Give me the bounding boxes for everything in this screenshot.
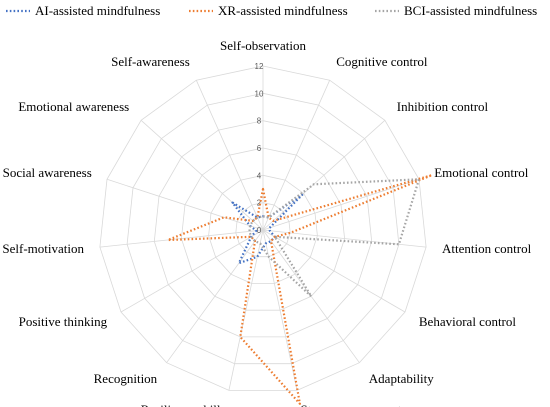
spoke-line bbox=[262, 229, 360, 363]
category-label: Emotional awareness bbox=[18, 99, 129, 114]
spoke-line bbox=[166, 229, 264, 363]
tick-label: 8 bbox=[257, 117, 262, 126]
legend-label: AI-assisted mindfulness bbox=[35, 3, 160, 18]
spoke-line bbox=[195, 80, 264, 231]
spoke-line bbox=[262, 229, 406, 313]
series-lines bbox=[166, 174, 434, 405]
radial-axis-ticks: 0 2 4 6 8 10 12 bbox=[255, 62, 264, 235]
spoke-line bbox=[262, 120, 386, 231]
grid-ring-8 bbox=[153, 120, 373, 338]
spoke-line bbox=[262, 229, 427, 248]
category-label: Social awareness bbox=[3, 165, 92, 180]
series-line bbox=[248, 178, 421, 298]
grid-ring-10 bbox=[126, 92, 400, 365]
series-line bbox=[166, 174, 434, 405]
legend-label: XR-assisted mindfulness bbox=[218, 3, 348, 18]
spoke-line bbox=[262, 80, 331, 231]
category-label: Behavioral control bbox=[419, 314, 516, 329]
category-label: Emotional control bbox=[434, 165, 529, 180]
grid-ring-2 bbox=[235, 202, 291, 258]
category-label: Inhibition control bbox=[397, 99, 489, 114]
tick-label: 2 bbox=[257, 199, 262, 208]
category-label: Self-observation bbox=[220, 38, 306, 53]
legend-label: BCI-assisted mindfulness bbox=[404, 3, 537, 18]
radar-grid bbox=[99, 65, 427, 391]
category-label: Attention control bbox=[442, 241, 532, 256]
spoke-line bbox=[106, 178, 264, 231]
legend: AI-assisted mindfulness XR-assisted mindf… bbox=[6, 3, 537, 18]
grid-ring-12 bbox=[99, 65, 427, 391]
tick-label: 6 bbox=[257, 144, 262, 153]
category-label: Recognition bbox=[94, 371, 158, 386]
grid-ring-4 bbox=[208, 174, 318, 284]
category-label: Cognitive control bbox=[336, 54, 428, 69]
category-label: Self-awareness bbox=[111, 54, 190, 69]
category-label: Resilience skills bbox=[141, 402, 226, 407]
category-label: Self-motivation bbox=[2, 241, 84, 256]
spoke-line bbox=[228, 229, 264, 391]
series-line bbox=[231, 192, 305, 265]
tick-label: 4 bbox=[257, 171, 262, 180]
spoke-line bbox=[120, 229, 264, 313]
category-labels: Self-observation Cognitive control Inhibit… bbox=[2, 38, 531, 407]
spoke-line bbox=[140, 120, 264, 231]
tick-label: 12 bbox=[255, 62, 264, 71]
tick-label: 0 bbox=[257, 226, 262, 235]
grid-ring-6 bbox=[180, 147, 346, 311]
spoke-line bbox=[262, 178, 420, 231]
tick-label: 10 bbox=[255, 89, 264, 98]
category-label: Stress management bbox=[300, 402, 401, 407]
category-label: Adaptability bbox=[369, 371, 434, 386]
category-label: Positive thinking bbox=[19, 314, 108, 329]
